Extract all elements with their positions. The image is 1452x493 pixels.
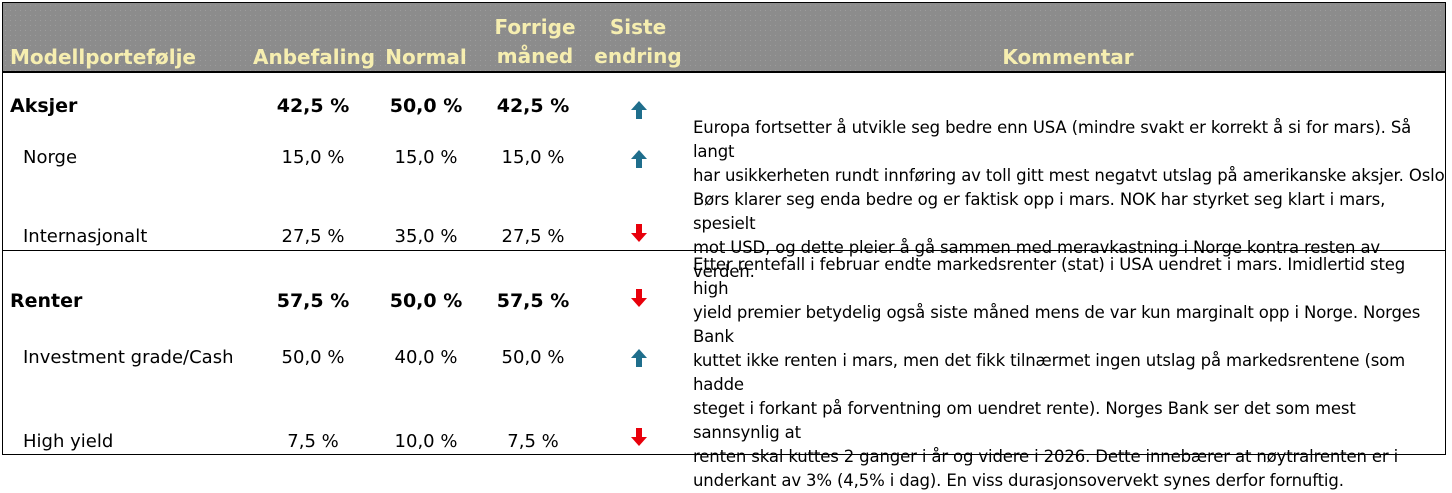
down-arrow-icon xyxy=(631,289,647,307)
row-label-high-yield: High yield xyxy=(23,431,114,452)
table-header: Modellportefølje Anbefaling Normal Forri… xyxy=(3,3,1445,73)
comment-line: underkant av 3% (4,5% i dag). En viss du… xyxy=(693,471,1344,490)
header-kommentar: Kommentar xyxy=(1002,45,1134,69)
header-siste-line1: Siste xyxy=(609,15,667,39)
header-forrige-maned: Forrige måned xyxy=(480,13,590,71)
row-aksjer-anbefaling: 42,5 % xyxy=(276,95,350,117)
down-arrow-icon xyxy=(631,428,647,446)
header-modellportefolje: Modellportefølje xyxy=(10,45,196,69)
row-renter-anbefaling: 57,5 % xyxy=(276,290,350,312)
row-renter-normal: 50,0 % xyxy=(389,290,463,312)
section-divider xyxy=(3,250,1445,251)
row-internasjonalt-forrige: 27,5 % xyxy=(501,226,565,247)
row-investment-grade-forrige: 50,0 % xyxy=(501,347,565,368)
row-aksjer-forrige: 42,5 % xyxy=(496,95,570,117)
comment-renter: Etter rentefall i februar endte markedsr… xyxy=(693,253,1445,493)
row-label-aksjer: Aksjer xyxy=(10,95,78,117)
row-aksjer-normal: 50,0 % xyxy=(389,95,463,117)
row-label-investment-grade: Investment grade/Cash xyxy=(23,347,234,368)
header-normal: Normal xyxy=(385,45,467,69)
comment-line: Børs klarer seg enda bedre og er faktisk… xyxy=(693,190,1386,233)
comment-line: yield premier betydelig også siste måned… xyxy=(693,303,1421,346)
row-internasjonalt-normal: 35,0 % xyxy=(394,226,458,247)
header-anbefaling: Anbefaling xyxy=(253,45,376,69)
row-label-renter: Renter xyxy=(10,290,83,312)
comment-line: Europa fortsetter å utvikle seg bedre en… xyxy=(693,118,1412,161)
row-high-yield-normal: 10,0 % xyxy=(394,431,458,452)
up-arrow-icon xyxy=(631,150,647,168)
row-norge-forrige: 15,0 % xyxy=(501,147,565,168)
row-investment-grade-normal: 40,0 % xyxy=(394,347,458,368)
header-forrige-line2: måned xyxy=(496,44,574,68)
down-arrow-icon xyxy=(631,224,647,242)
row-label-internasjonalt: Internasjonalt xyxy=(23,226,148,247)
comment-line: steget i forkant på forventning om uendr… xyxy=(693,399,1356,442)
comment-line: har usikkerheten rundt innføring av toll… xyxy=(693,166,1445,185)
comment-line: mot USD, og dette pleier å gå sammen med… xyxy=(693,238,1381,281)
header-siste-endring: Siste endring xyxy=(583,13,693,71)
comment-line: kuttet ikke renten i mars, men det fikk … xyxy=(693,351,1406,394)
row-norge-anbefaling: 15,0 % xyxy=(281,147,345,168)
row-label-norge: Norge xyxy=(23,147,78,168)
comment-aksjer: Europa fortsetter å utvikle seg bedre en… xyxy=(693,116,1445,284)
comment-line: Etter rentefall i februar endte markedsr… xyxy=(693,255,1406,298)
header-siste-line2: endring xyxy=(594,44,682,68)
row-internasjonalt-anbefaling: 27,5 % xyxy=(281,226,345,247)
header-forrige-line1: Forrige xyxy=(494,15,576,39)
row-renter-forrige: 57,5 % xyxy=(496,290,570,312)
row-investment-grade-anbefaling: 50,0 % xyxy=(281,347,345,368)
comment-line: renten skal kuttes 2 ganger i år og vide… xyxy=(693,447,1399,466)
row-high-yield-anbefaling: 7,5 % xyxy=(287,431,339,452)
row-high-yield-forrige: 7,5 % xyxy=(507,431,559,452)
row-norge-normal: 15,0 % xyxy=(394,147,458,168)
up-arrow-icon xyxy=(631,101,647,119)
up-arrow-icon xyxy=(631,349,647,367)
